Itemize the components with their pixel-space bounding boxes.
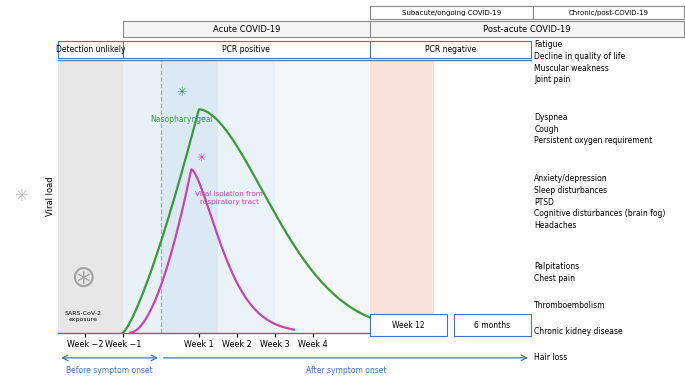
Text: Cognitive disturbances (brain fog): Cognitive disturbances (brain fog) [534, 209, 666, 219]
Text: Cough: Cough [534, 124, 559, 134]
FancyBboxPatch shape [454, 314, 531, 336]
Text: Decline in quality of life: Decline in quality of life [534, 52, 625, 61]
FancyBboxPatch shape [123, 21, 370, 37]
Text: Muscular weakness: Muscular weakness [534, 63, 609, 73]
Bar [218, 60, 275, 333]
Text: Thromboembolism: Thromboembolism [534, 301, 606, 310]
Text: Viral isolation from
respiratory tract: Viral isolation from respiratory tract [195, 191, 263, 205]
Text: ⊛: ⊛ [70, 264, 96, 293]
Text: ✳: ✳ [196, 153, 206, 163]
Text: Chest pain: Chest pain [534, 273, 575, 283]
Text: Acute COVID-19: Acute COVID-19 [212, 25, 280, 34]
Text: After symptom onset: After symptom onset [306, 366, 386, 375]
Text: 6 months: 6 months [474, 321, 510, 329]
Text: Dyspnea: Dyspnea [534, 113, 568, 122]
Bar [123, 60, 161, 333]
Text: Subacute/ongoing COVID-19: Subacute/ongoing COVID-19 [402, 10, 501, 16]
Text: SARS-CoV-2
exposure: SARS-CoV-2 exposure [64, 311, 101, 322]
Bar [275, 60, 370, 333]
Text: PCR negative: PCR negative [425, 45, 476, 54]
Text: Persistent oxygen requirement: Persistent oxygen requirement [534, 136, 653, 145]
FancyBboxPatch shape [58, 41, 123, 58]
FancyBboxPatch shape [533, 6, 684, 19]
Text: Sleep disturbances: Sleep disturbances [534, 186, 608, 195]
Text: Week 12: Week 12 [392, 321, 425, 329]
FancyBboxPatch shape [370, 314, 447, 336]
Text: Chronic/post-COVID-19: Chronic/post-COVID-19 [569, 10, 648, 16]
FancyBboxPatch shape [370, 21, 684, 37]
Text: ✳: ✳ [14, 187, 27, 205]
FancyBboxPatch shape [370, 6, 533, 19]
Text: Nasopharyngeal: Nasopharyngeal [151, 115, 213, 124]
Text: Chronic kidney disease: Chronic kidney disease [534, 327, 623, 336]
Text: Before symptom onset: Before symptom onset [66, 366, 153, 375]
Text: Detection unlikely: Detection unlikely [55, 45, 125, 54]
Bar [161, 60, 218, 333]
Text: Post-acute COVID-19: Post-acute COVID-19 [483, 25, 571, 34]
Text: Anxiety/depression: Anxiety/depression [534, 174, 608, 184]
Text: Palpitations: Palpitations [534, 262, 580, 271]
FancyBboxPatch shape [123, 41, 370, 58]
FancyBboxPatch shape [370, 41, 531, 58]
Text: Hair loss: Hair loss [534, 352, 568, 362]
Text: Fatigue: Fatigue [534, 40, 562, 49]
Text: Headaches: Headaches [534, 221, 577, 230]
Text: PCR positive: PCR positive [223, 45, 271, 54]
Text: Joint pain: Joint pain [534, 75, 571, 84]
Text: PTSD: PTSD [534, 198, 554, 207]
FancyBboxPatch shape [370, 60, 434, 333]
Y-axis label: Viral load: Viral load [47, 177, 55, 216]
Bar [58, 60, 123, 333]
Text: ✳: ✳ [177, 86, 187, 100]
